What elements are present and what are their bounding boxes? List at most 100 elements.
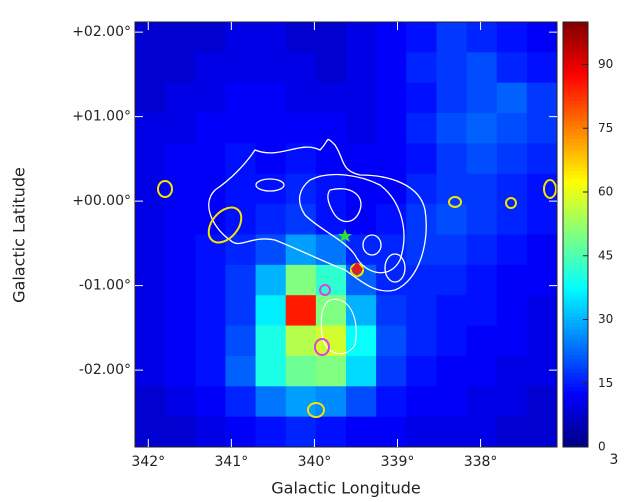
colorbar-swatch <box>563 365 588 370</box>
heatmap-cell <box>466 204 498 235</box>
heatmap-cell <box>195 416 226 448</box>
colorbar-tick-label: 60 <box>598 185 613 199</box>
heatmap-cell <box>255 386 287 418</box>
heatmap-cell <box>285 143 317 175</box>
heatmap-cell <box>466 264 498 296</box>
heatmap-cell <box>346 113 377 144</box>
colorbar-swatch <box>563 202 588 207</box>
colorbar-swatch <box>563 195 588 200</box>
heatmap-cell <box>346 22 377 53</box>
heatmap-cell <box>255 113 287 144</box>
colorbar-swatch <box>563 383 588 388</box>
heatmap-cell <box>346 82 377 114</box>
colorbar-swatch <box>563 71 588 76</box>
contour <box>298 173 405 274</box>
heatmap-cell <box>526 295 558 327</box>
heatmap-cell <box>436 295 468 327</box>
heatmap-cell <box>376 295 407 327</box>
colorbar-swatch <box>563 174 588 179</box>
heatmap-cell <box>346 416 377 448</box>
heatmap-cell <box>496 295 528 327</box>
colorbar-swatch <box>563 103 588 108</box>
heatmap-cell <box>135 143 166 175</box>
heatmap-cell <box>195 52 226 84</box>
colorbar-swatch <box>563 284 588 289</box>
contour <box>362 234 382 256</box>
colorbar-swatch <box>563 230 588 235</box>
colorbar-swatch <box>563 156 588 161</box>
colorbar-swatch <box>563 75 588 80</box>
colorbar-swatch <box>563 107 588 112</box>
colorbar-swatch <box>563 78 588 83</box>
heatmap-cell <box>466 234 498 266</box>
heatmap-cell <box>255 204 287 235</box>
colorbar-swatch <box>563 372 588 377</box>
source-ellipse <box>319 284 331 296</box>
colorbar-swatch <box>563 36 588 41</box>
colorbar-swatch <box>563 252 588 257</box>
colorbar-swatch <box>563 397 588 402</box>
x-tick-label: 341° <box>214 454 248 470</box>
colorbar-swatch <box>563 53 588 58</box>
heatmap-cell <box>225 113 257 144</box>
heatmap-cell <box>346 173 377 205</box>
colorbar-swatch <box>563 245 588 250</box>
heatmap-cell <box>496 204 528 235</box>
colorbar-swatch <box>563 369 588 374</box>
colorbar-tick-label: 90 <box>598 57 613 71</box>
heatmap-cell <box>496 173 528 205</box>
colorbar-swatch <box>563 305 588 310</box>
colorbar-swatch <box>563 82 588 87</box>
heatmap-cell <box>135 355 166 387</box>
colorbar-swatch <box>563 436 588 441</box>
heatmap-cell <box>135 264 166 296</box>
colorbar-swatch <box>563 238 588 243</box>
heatmap-cell <box>165 173 196 205</box>
colorbar-swatch <box>563 114 588 119</box>
heatmap-cell <box>255 355 287 387</box>
heatmap-cell <box>526 22 558 53</box>
heatmap-cell <box>406 325 437 357</box>
heatmap-cell <box>225 143 257 175</box>
colorbar-swatch <box>563 411 588 416</box>
x-tick-label: 342° <box>131 454 165 470</box>
colorbar-swatch <box>563 344 588 349</box>
colorbar-swatch <box>563 354 588 359</box>
source-ellipse <box>207 206 243 244</box>
heatmap-cell <box>315 325 347 357</box>
source-marker <box>351 262 363 276</box>
colorbar-swatch <box>563 390 588 395</box>
source-ellipse <box>543 179 557 199</box>
heatmap-cell <box>165 82 196 114</box>
heatmap-cell <box>315 386 347 418</box>
y-tick-label: -02.00° <box>79 362 131 378</box>
colorbar-swatch <box>563 85 588 90</box>
heatmap-cell <box>436 234 468 266</box>
heatmap-cell <box>526 173 558 205</box>
colorbar-swatch <box>563 298 588 303</box>
source-marker <box>338 229 352 242</box>
colorbar-swatch <box>563 280 588 285</box>
colorbar-swatch <box>563 99 588 104</box>
heatmap-cell <box>376 173 407 205</box>
heatmap-cell <box>285 204 317 235</box>
colorbar-swatch <box>563 340 588 345</box>
heatmap-cell <box>346 52 377 84</box>
heatmap-cell <box>376 325 407 357</box>
colorbar-swatch <box>563 153 588 158</box>
colorbar-swatch <box>563 432 588 437</box>
colorbar-swatch <box>563 68 588 73</box>
heatmap-cell <box>225 264 257 296</box>
heatmap-cell <box>406 386 437 418</box>
heatmap-cell <box>406 204 437 235</box>
heatmap-cell <box>135 416 166 448</box>
colorbar-swatch <box>563 358 588 363</box>
heatmap-cell <box>285 416 317 448</box>
heatmap-cell <box>195 264 226 296</box>
colorbar-swatch <box>563 386 588 391</box>
colorbar-swatch <box>563 142 588 147</box>
heatmap-cell <box>376 355 407 387</box>
heatmap-cell <box>135 204 166 235</box>
colorbar-swatch <box>563 326 588 331</box>
